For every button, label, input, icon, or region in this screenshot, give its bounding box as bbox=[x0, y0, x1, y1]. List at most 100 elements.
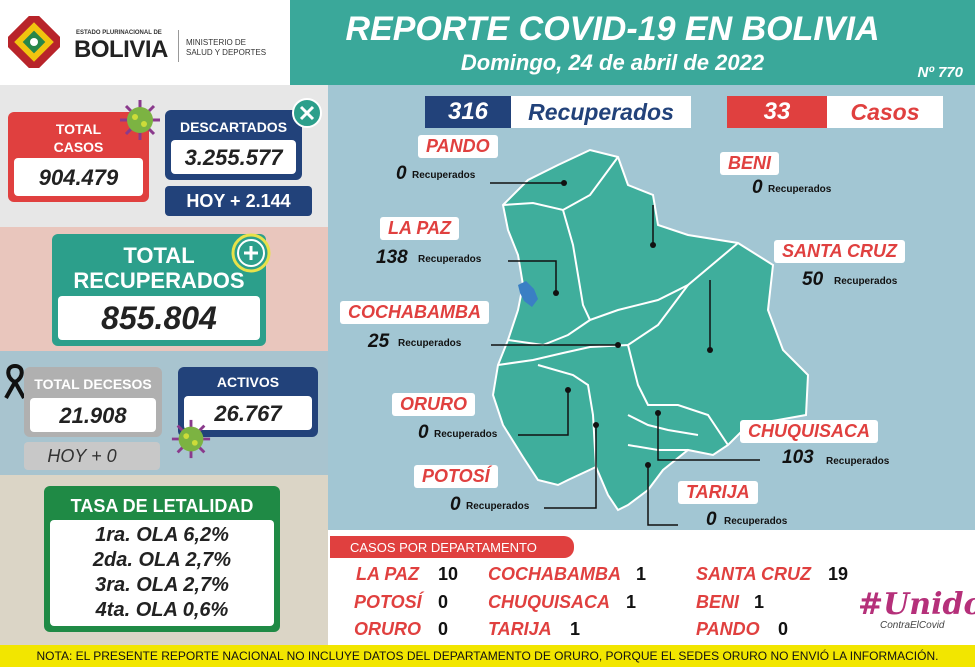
dept-tag-la-paz: LA PAZ bbox=[380, 217, 459, 240]
cbd-value: 1 bbox=[626, 592, 637, 612]
recovered-today-box bbox=[425, 96, 511, 128]
dept-value-chuquisaca: 103 bbox=[782, 447, 814, 468]
deaths-today: HOY + 0 bbox=[47, 446, 117, 466]
cases-today-box bbox=[727, 96, 827, 128]
cbd-name: BENI bbox=[696, 592, 740, 612]
dept-value-potosi: 0 bbox=[450, 494, 461, 515]
lethality-wave-1: 1ra. OLA 6,2% bbox=[95, 524, 229, 546]
report-date: Domingo, 24 de abril de 2022 bbox=[460, 50, 765, 75]
discarded-label: DESCARTADOS bbox=[179, 119, 288, 135]
dept-rec-label: Recuperados bbox=[826, 456, 890, 467]
recovered-today-label-box bbox=[511, 96, 691, 128]
cbd-value: 1 bbox=[636, 564, 647, 584]
recovered-today-label: Recuperados bbox=[528, 99, 674, 125]
cbd-value: 1 bbox=[570, 619, 581, 639]
dept-rec-label: Recuperados bbox=[412, 170, 476, 181]
deaths-value: 21.908 bbox=[59, 403, 127, 428]
cbd-name: SANTA CRUZ bbox=[696, 564, 811, 584]
bolivia-emblem-icon bbox=[8, 16, 60, 68]
total-cases-value: 904.479 bbox=[38, 165, 119, 190]
dept-rec-label: Recuperados bbox=[398, 338, 462, 349]
cbd-name: LA PAZ bbox=[356, 564, 419, 584]
deaths-today-box bbox=[24, 442, 160, 470]
lethality-wave-3: 3ra. OLA 2,7% bbox=[95, 574, 229, 596]
dept-value-la-paz: 138 bbox=[376, 247, 408, 268]
lake-titicaca bbox=[518, 281, 538, 307]
cases-today-value: 33 bbox=[763, 98, 791, 125]
dept-value-cochabamba: 25 bbox=[368, 331, 390, 352]
dept-tag-potosi: POTOSÍ bbox=[414, 465, 498, 488]
cbd-value: 1 bbox=[754, 592, 765, 612]
campaign-hashtag: #Unidos bbox=[858, 587, 975, 622]
recovered-value: 855.804 bbox=[101, 300, 217, 336]
dept-tag-tarija: TARIJA bbox=[678, 481, 758, 504]
cbd-value: 10 bbox=[438, 564, 459, 584]
report-number: Nº 770 bbox=[917, 64, 963, 81]
cbd-value: 0 bbox=[438, 592, 449, 612]
dept-rec-label: Recuperados bbox=[834, 276, 898, 287]
deaths-label: TOTAL DECESOS bbox=[34, 376, 152, 392]
cbd-name: TARIJA bbox=[488, 619, 552, 639]
lethality-wave-4: 4ta. OLA 0,6% bbox=[95, 599, 229, 621]
total-cases-value-box bbox=[14, 158, 143, 196]
virus-icon bbox=[120, 100, 160, 140]
discarded-value: 3.255.577 bbox=[184, 145, 283, 170]
dept-value-oruro: 0 bbox=[418, 422, 429, 443]
cases-today-label: Casos bbox=[850, 99, 920, 125]
cbd-value: 0 bbox=[778, 619, 789, 639]
cases-by-department-header: CASOS POR DEPARTAMENTO bbox=[350, 540, 537, 555]
dept-rec-label: Recuperados bbox=[434, 429, 498, 440]
recovered-value-box bbox=[58, 296, 260, 340]
dept-rec-label: Recuperados bbox=[466, 501, 530, 512]
dept-value-pando: 0 bbox=[396, 163, 407, 184]
lethality-wave-2: 2da. OLA 2,7% bbox=[92, 549, 232, 571]
cbd-value: 0 bbox=[438, 619, 449, 639]
cbd-name: POTOSÍ bbox=[354, 592, 422, 612]
close-circle-icon bbox=[292, 98, 322, 128]
cases-today-label-box bbox=[827, 96, 943, 128]
deaths-value-box bbox=[30, 398, 156, 432]
dept-tag-beni: BENI bbox=[720, 152, 780, 175]
lethality-label: TASA DE LETALIDAD bbox=[70, 496, 254, 516]
dept-value-beni: 0 bbox=[752, 177, 763, 198]
cbd-name: COCHABAMBA bbox=[488, 564, 621, 584]
campaign-subline: ContraElCovid bbox=[880, 620, 945, 631]
plus-circle-icon bbox=[231, 233, 271, 273]
footer-bar bbox=[0, 645, 975, 667]
dept-tag-pando: PANDO bbox=[418, 135, 498, 158]
dept-tag-oruro: ORURO bbox=[392, 393, 475, 416]
active-value: 26.767 bbox=[214, 401, 282, 426]
dept-tag-santa-cruz: SANTA CRUZ bbox=[774, 240, 905, 263]
mourning-ribbon-icon bbox=[4, 364, 26, 399]
cbd-name: CHUQUISACA bbox=[488, 592, 611, 612]
dept-value-tarija: 0 bbox=[706, 509, 717, 530]
header-title-area bbox=[290, 0, 975, 85]
cases-by-department-header-box bbox=[330, 536, 574, 558]
footer-note: NOTA: EL PRESENTE REPORTE NACIONAL NO IN… bbox=[36, 649, 939, 663]
ministry-name: MINISTERIO DE SALUD Y DEPORTES bbox=[186, 38, 267, 57]
dept-rec-label: Recuperados bbox=[724, 516, 788, 527]
dept-tag-chuquisaca: CHUQUISACA bbox=[740, 420, 879, 443]
dept-value-santa-cruz: 50 bbox=[802, 269, 824, 290]
dept-rec-label: Recuperados bbox=[768, 184, 832, 195]
active-value-box bbox=[184, 396, 312, 430]
active-label: ACTIVOS bbox=[216, 374, 280, 390]
report-title: REPORTE COVID-19 EN BOLIVIA bbox=[345, 10, 880, 48]
recovered-label: TOTAL RECUPERADOS bbox=[73, 243, 245, 293]
logo-country-text: BOLIVIA bbox=[74, 36, 168, 63]
logo-divider bbox=[178, 30, 179, 62]
lethality-box bbox=[50, 520, 274, 626]
logo-state-text: ESTADO PLURINACIONAL DE bbox=[76, 30, 162, 36]
virus-icon bbox=[171, 419, 211, 459]
cbd-name: PANDO bbox=[696, 619, 760, 639]
recovered-today-value: 316 bbox=[447, 98, 489, 125]
dept-rec-label: Recuperados bbox=[418, 254, 482, 265]
discarded-today: HOY + 2.144 bbox=[186, 191, 291, 211]
cbd-value: 19 bbox=[828, 564, 849, 584]
discarded-today-box bbox=[165, 186, 312, 216]
total-cases-label: TOTAL CASOS bbox=[53, 121, 104, 155]
discarded-value-box bbox=[171, 140, 296, 174]
dept-tag-cochabamba: COCHABAMBA bbox=[340, 301, 489, 324]
cbd-name: ORURO bbox=[354, 619, 421, 639]
bolivia-map bbox=[490, 148, 810, 526]
